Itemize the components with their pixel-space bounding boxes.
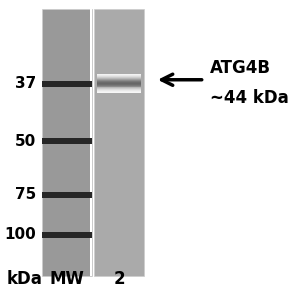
FancyBboxPatch shape bbox=[97, 83, 141, 84]
FancyBboxPatch shape bbox=[97, 77, 141, 78]
Text: kDa: kDa bbox=[6, 270, 42, 288]
FancyBboxPatch shape bbox=[97, 80, 141, 81]
FancyBboxPatch shape bbox=[97, 76, 141, 77]
FancyBboxPatch shape bbox=[97, 79, 141, 80]
FancyBboxPatch shape bbox=[42, 232, 92, 238]
FancyBboxPatch shape bbox=[97, 78, 141, 79]
FancyBboxPatch shape bbox=[97, 75, 141, 76]
FancyBboxPatch shape bbox=[97, 85, 141, 86]
Text: ATG4B: ATG4B bbox=[210, 59, 271, 77]
Text: ~44 kDa: ~44 kDa bbox=[210, 89, 289, 107]
Text: 100: 100 bbox=[5, 227, 37, 242]
FancyBboxPatch shape bbox=[97, 84, 141, 85]
FancyBboxPatch shape bbox=[97, 74, 141, 75]
FancyBboxPatch shape bbox=[94, 9, 144, 276]
FancyBboxPatch shape bbox=[97, 92, 141, 93]
Text: 37: 37 bbox=[15, 76, 37, 91]
FancyBboxPatch shape bbox=[97, 82, 141, 83]
FancyBboxPatch shape bbox=[42, 192, 92, 197]
FancyBboxPatch shape bbox=[97, 89, 141, 90]
FancyBboxPatch shape bbox=[97, 88, 141, 89]
Text: 75: 75 bbox=[15, 187, 37, 202]
FancyBboxPatch shape bbox=[97, 85, 141, 87]
FancyBboxPatch shape bbox=[97, 81, 141, 82]
FancyBboxPatch shape bbox=[97, 90, 141, 91]
Text: 2: 2 bbox=[113, 270, 125, 288]
FancyBboxPatch shape bbox=[42, 138, 92, 144]
FancyBboxPatch shape bbox=[42, 9, 92, 276]
FancyBboxPatch shape bbox=[90, 9, 92, 276]
Text: 50: 50 bbox=[15, 134, 37, 149]
FancyBboxPatch shape bbox=[42, 81, 92, 87]
Text: MW: MW bbox=[50, 270, 84, 288]
FancyBboxPatch shape bbox=[97, 87, 141, 88]
FancyBboxPatch shape bbox=[97, 91, 141, 92]
